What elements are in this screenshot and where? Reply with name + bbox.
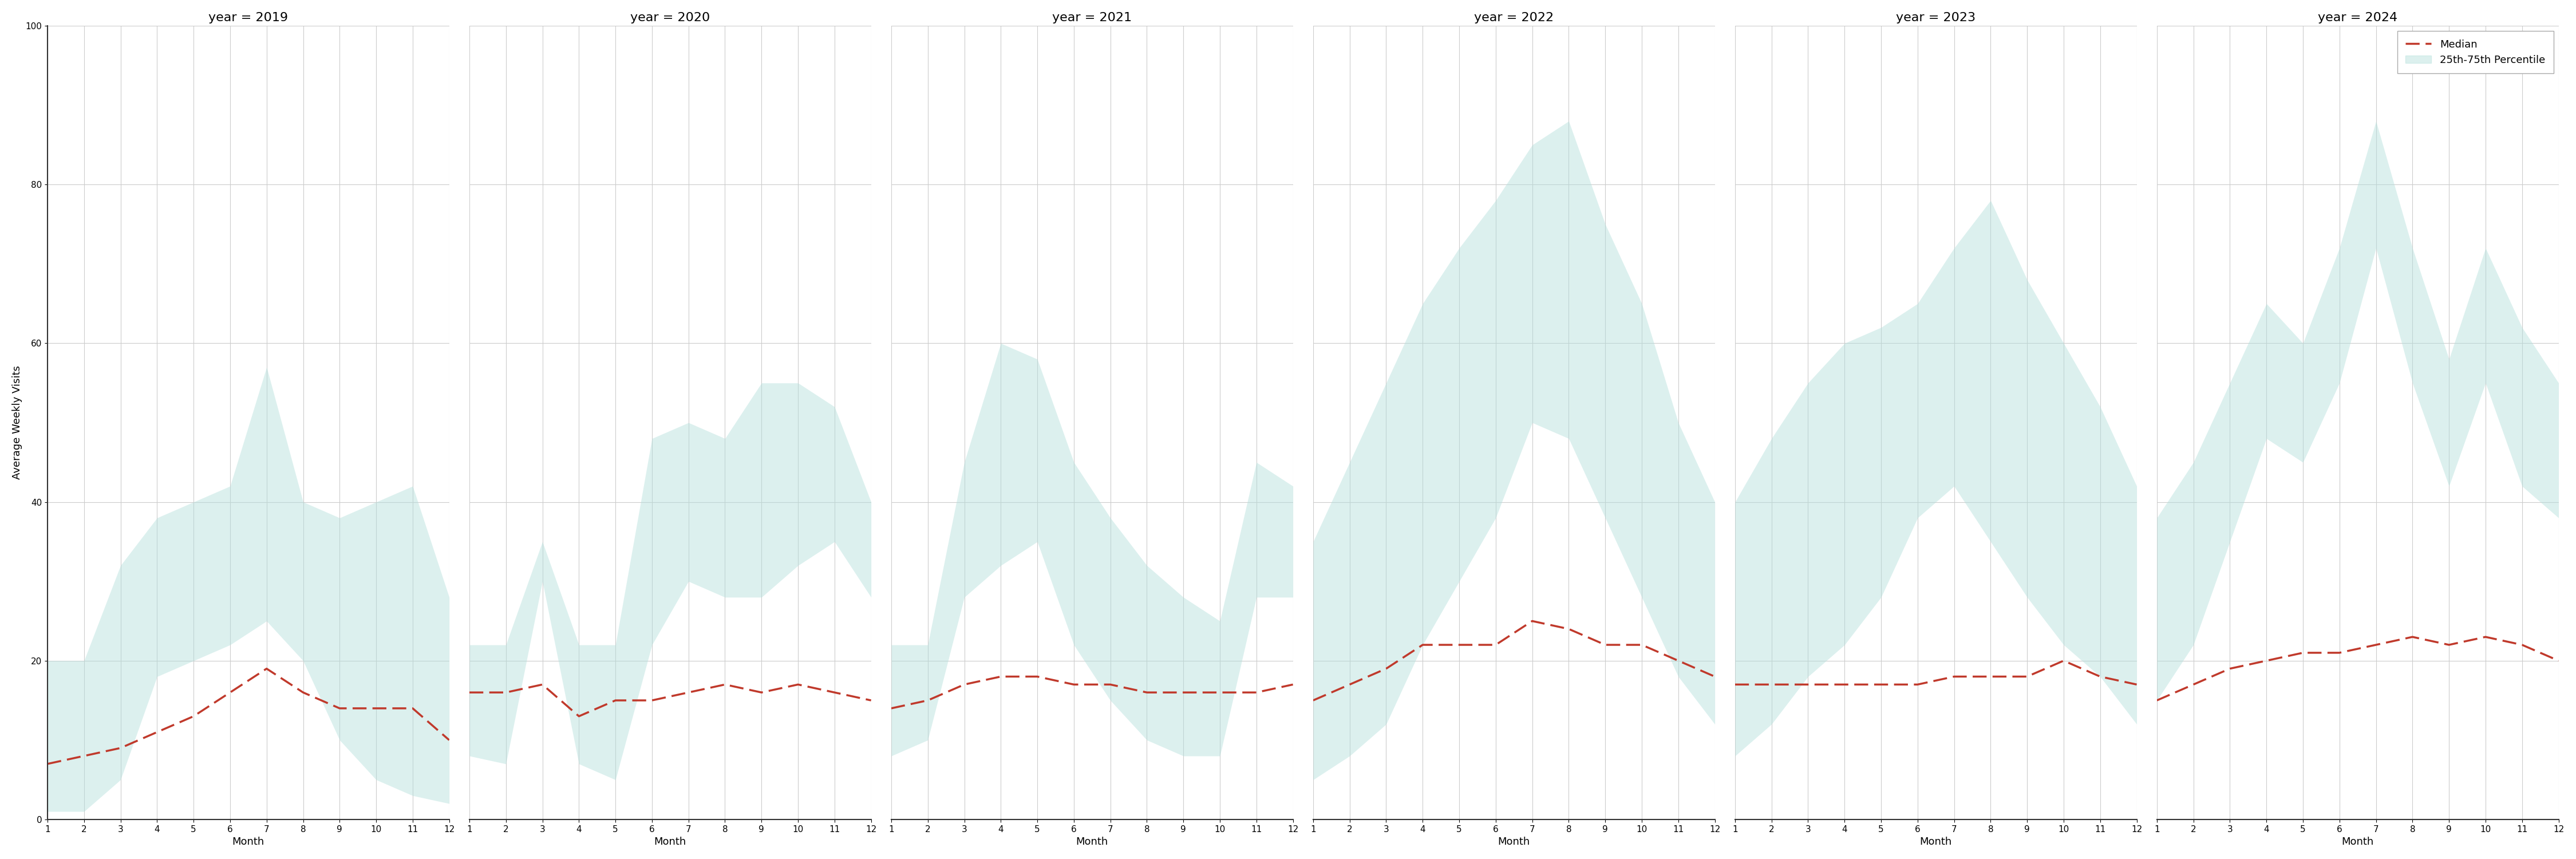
Y-axis label: Average Weekly Visits: Average Weekly Visits (13, 366, 23, 479)
Title: year = 2019: year = 2019 (209, 12, 289, 23)
X-axis label: Month: Month (1077, 837, 1108, 847)
Title: year = 2020: year = 2020 (631, 12, 711, 23)
X-axis label: Month: Month (1919, 837, 1953, 847)
X-axis label: Month: Month (654, 837, 685, 847)
X-axis label: Month: Month (232, 837, 265, 847)
Title: year = 2022: year = 2022 (1473, 12, 1553, 23)
Title: year = 2024: year = 2024 (2318, 12, 2398, 23)
Legend: Median, 25th-75th Percentile: Median, 25th-75th Percentile (2398, 31, 2553, 73)
Title: year = 2023: year = 2023 (1896, 12, 1976, 23)
X-axis label: Month: Month (1497, 837, 1530, 847)
Title: year = 2021: year = 2021 (1051, 12, 1131, 23)
X-axis label: Month: Month (2342, 837, 2375, 847)
